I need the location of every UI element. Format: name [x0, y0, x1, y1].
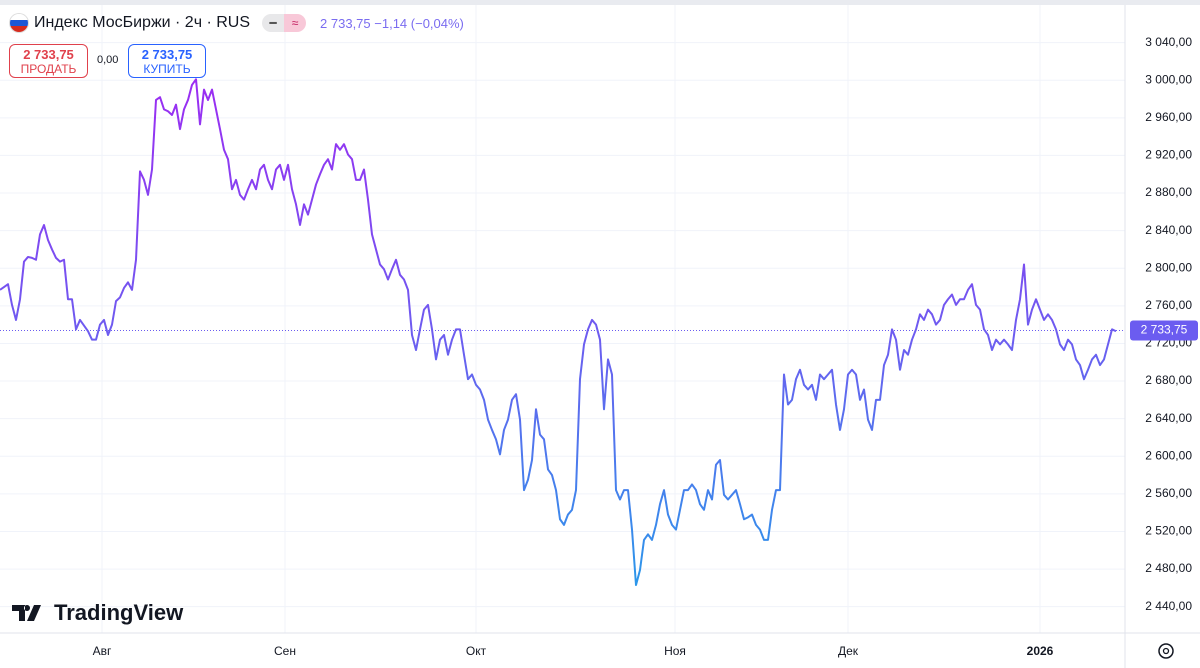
- x-tick-label: Окт: [466, 644, 487, 658]
- y-tick-label: 2 960,00: [1145, 110, 1192, 124]
- last-price-badge: [1130, 320, 1198, 341]
- sell-label: ПРОДАТЬ: [20, 62, 77, 76]
- buy-price: 2 733,75: [141, 47, 193, 62]
- change: −1,14 (−0,04%): [374, 15, 464, 31]
- x-tick-label: Сен: [274, 644, 296, 658]
- y-tick-label: 2 840,00: [1145, 223, 1192, 237]
- y-tick-label: 2 640,00: [1145, 411, 1192, 425]
- y-tick-label: 2 440,00: [1145, 599, 1192, 613]
- spread: 0,00: [97, 54, 119, 66]
- buy-button[interactable]: 2 733,75 КУПИТЬ: [128, 44, 206, 78]
- logo-icon: [12, 605, 41, 621]
- y-tick-label: 2 480,00: [1145, 561, 1192, 575]
- quote: 2 733,75 −1,14 (−0,04%): [320, 16, 464, 31]
- x-tick-label: Ноя: [664, 644, 686, 658]
- x-tick-label: 2026: [1027, 644, 1054, 658]
- y-tick-label: 2 680,00: [1145, 373, 1192, 387]
- y-tick-label: 2 560,00: [1145, 486, 1192, 500]
- flag-icon: [10, 14, 28, 32]
- grid: [0, 5, 1125, 633]
- price-line: [0, 78, 1117, 587]
- price: 2 733,75: [320, 15, 371, 31]
- y-tick-label: 2 760,00: [1145, 298, 1192, 312]
- symbol[interactable]: Индекс МосБиржи · 2ч · RUS: [34, 14, 251, 31]
- toggle-pill[interactable]: ━ ≈: [262, 14, 307, 32]
- y-tick-label: 2 920,00: [1145, 148, 1192, 162]
- buy-label: КУПИТЬ: [143, 62, 191, 76]
- y-tick-label: 3 040,00: [1145, 35, 1192, 49]
- y-tick-label: 2 600,00: [1145, 448, 1192, 462]
- last-price-label: 2 733,75: [1141, 323, 1188, 337]
- legend-header: Индекс МосБиржи · 2ч · RUS ━ ≈ 2 733,75 −…: [10, 14, 464, 32]
- y-tick-label: 2 520,00: [1145, 524, 1192, 538]
- y-tick-label: 2 800,00: [1145, 260, 1192, 274]
- sell-price: 2 733,75: [23, 47, 74, 62]
- sell-button[interactable]: 2 733,75 ПРОДАТЬ: [9, 44, 88, 78]
- x-tick-label: Дек: [838, 644, 859, 658]
- y-tick-label: 3 000,00: [1145, 72, 1192, 86]
- y-tick-label: 2 880,00: [1145, 185, 1192, 199]
- settings-icon[interactable]: [1158, 643, 1174, 659]
- logo[interactable]: TradingView: [12, 600, 183, 626]
- top-border: [0, 0, 1200, 5]
- x-tick-label: Авг: [93, 644, 112, 658]
- logo-text: TradingView: [54, 600, 184, 625]
